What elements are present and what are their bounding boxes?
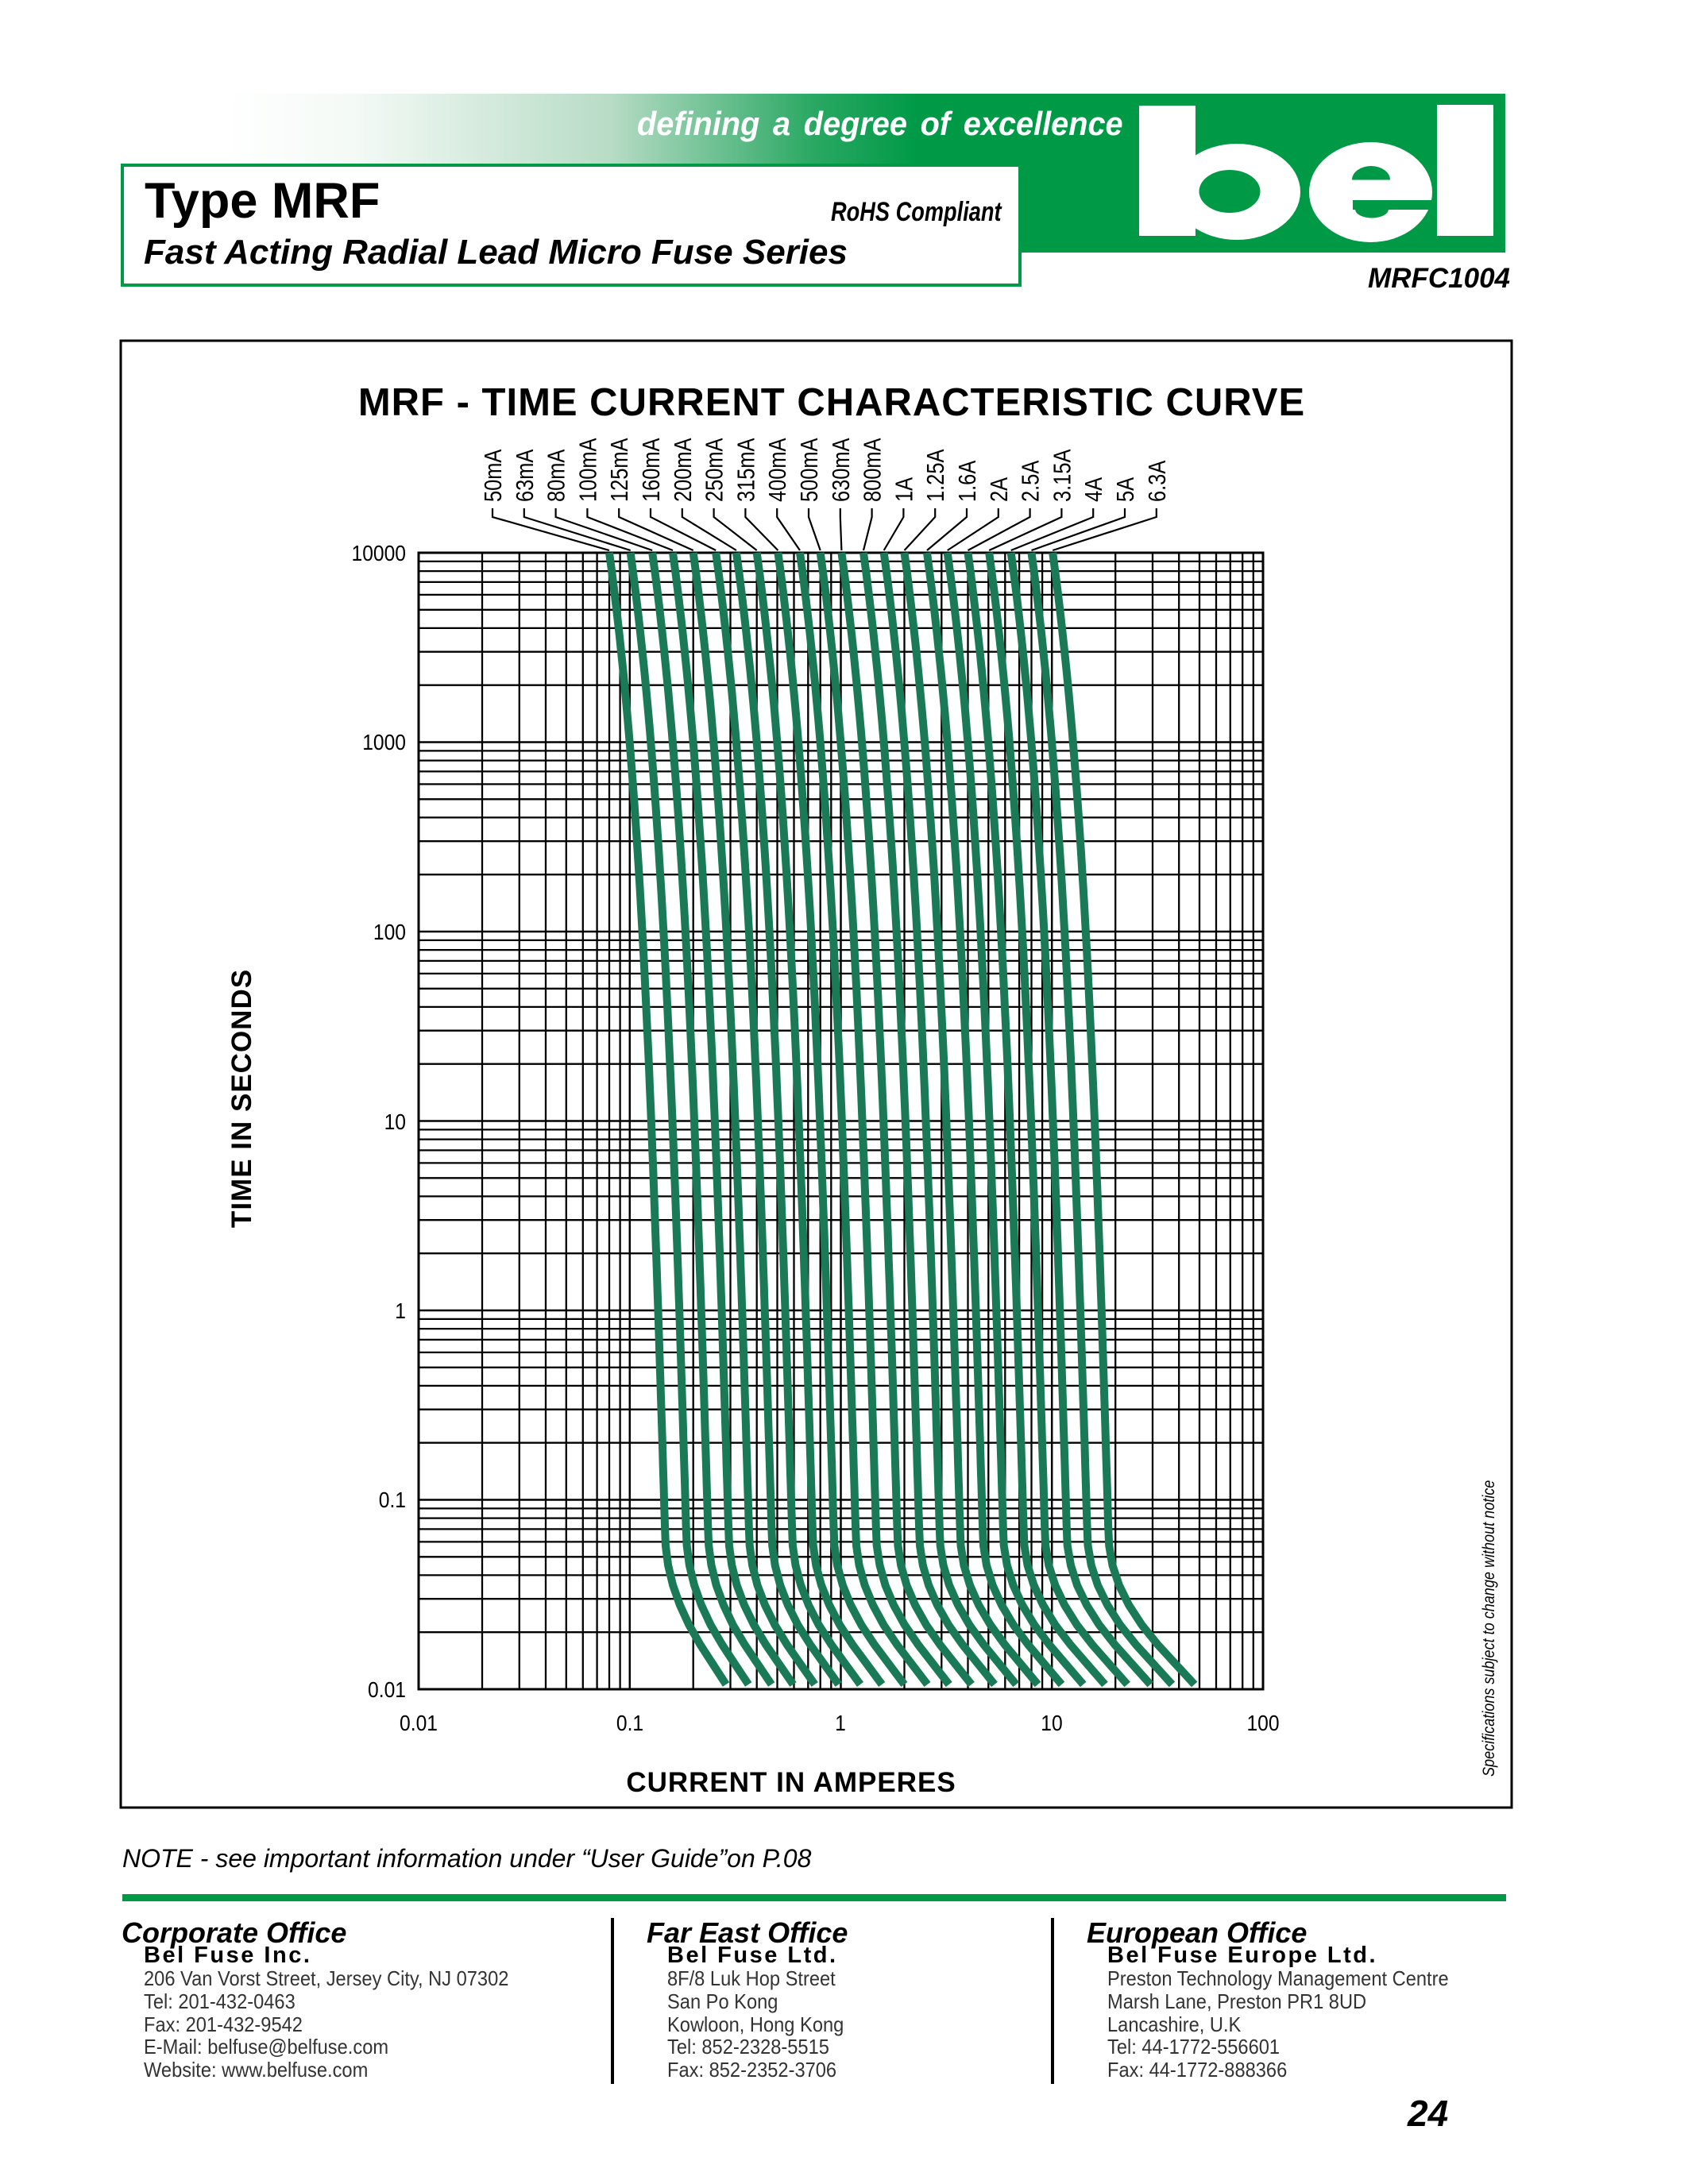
svg-text:630mA: 630mA xyxy=(827,438,855,502)
svg-text:100: 100 xyxy=(1246,1711,1279,1736)
svg-text:200mA: 200mA xyxy=(669,438,697,502)
svg-text:1: 1 xyxy=(395,1298,406,1324)
svg-text:2.5A: 2.5A xyxy=(1017,461,1045,502)
svg-text:10: 10 xyxy=(1041,1711,1062,1736)
svg-text:CURRENT IN AMPERES: CURRENT IN AMPERES xyxy=(626,1767,956,1798)
svg-text:2A: 2A xyxy=(985,477,1013,502)
svg-text:10: 10 xyxy=(384,1109,406,1135)
svg-text:500mA: 500mA xyxy=(796,438,824,502)
svg-text:TIME IN SECONDS: TIME IN SECONDS xyxy=(226,969,257,1228)
svg-text:1A: 1A xyxy=(890,477,918,502)
svg-text:MRF - TIME CURRENT CHARACTERIS: MRF - TIME CURRENT CHARACTERISTIC CURVE xyxy=(358,381,1305,424)
svg-text:1.25A: 1.25A xyxy=(922,450,950,502)
svg-text:4A: 4A xyxy=(1080,477,1108,502)
svg-text:6.3A: 6.3A xyxy=(1143,461,1171,502)
svg-text:50mA: 50mA xyxy=(480,450,508,502)
svg-text:80mA: 80mA xyxy=(543,450,570,502)
svg-text:160mA: 160mA xyxy=(638,438,666,502)
svg-text:3.15A: 3.15A xyxy=(1049,450,1076,502)
svg-text:250mA: 250mA xyxy=(701,438,728,502)
svg-text:315mA: 315mA xyxy=(732,438,760,502)
svg-text:100: 100 xyxy=(373,920,406,945)
svg-text:800mA: 800mA xyxy=(859,438,886,502)
svg-text:1.6A: 1.6A xyxy=(954,461,982,502)
svg-text:0.1: 0.1 xyxy=(616,1711,643,1736)
svg-text:1000: 1000 xyxy=(362,730,406,755)
svg-text:400mA: 400mA xyxy=(764,438,792,502)
svg-text:0.1: 0.1 xyxy=(379,1488,406,1513)
svg-text:0.01: 0.01 xyxy=(368,1677,406,1703)
svg-text:0.01: 0.01 xyxy=(400,1711,438,1736)
svg-text:125mA: 125mA xyxy=(606,438,634,502)
svg-text:1: 1 xyxy=(835,1711,846,1736)
svg-text:Specifications subject to chan: Specifications subject to change without… xyxy=(1480,1480,1499,1777)
svg-text:10000: 10000 xyxy=(352,541,406,566)
svg-text:100mA: 100mA xyxy=(574,438,602,502)
svg-text:63mA: 63mA xyxy=(511,450,539,502)
svg-text:5A: 5A xyxy=(1112,477,1140,502)
